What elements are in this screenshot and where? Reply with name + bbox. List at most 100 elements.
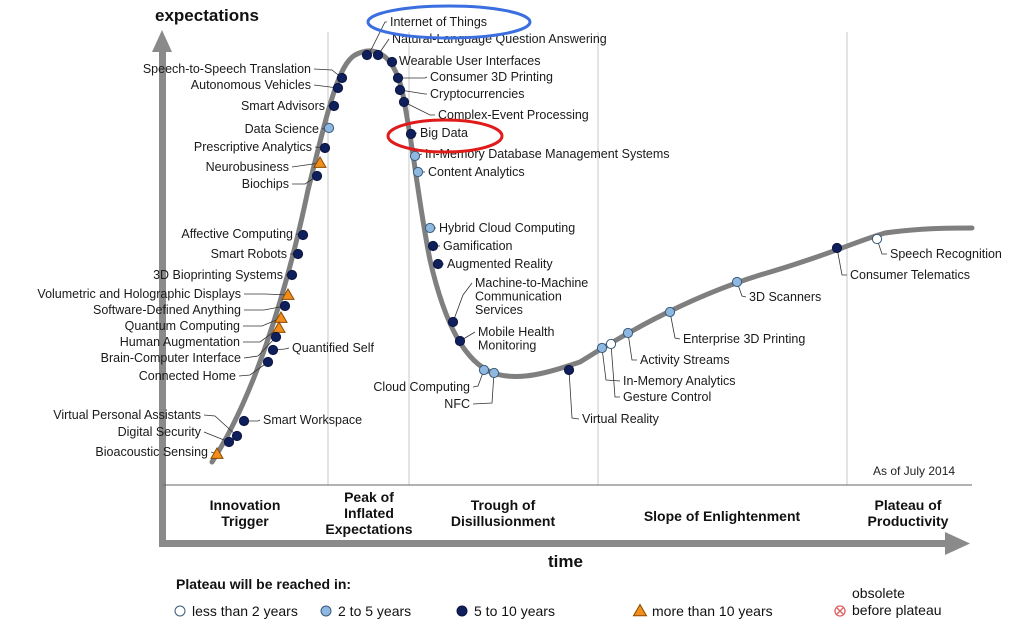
marker-2to5-icon [596, 342, 608, 354]
marker-5to10-icon [223, 436, 235, 448]
label-leader [669, 311, 681, 340]
technology-activity-streams: Activity Streams [622, 327, 730, 367]
legend-item-obsolete: obsolete before plateau [834, 585, 942, 618]
technology-connected-home: Connected Home [139, 356, 274, 383]
technology-label: Human Augmentation [120, 335, 240, 349]
technology-label: Content Analytics [428, 165, 525, 179]
label-leader [203, 414, 238, 437]
marker-2to5-icon [323, 122, 335, 134]
label-leader [291, 162, 321, 168]
marker-2to5-icon [409, 150, 421, 162]
marker-lt2-icon [605, 338, 617, 350]
legend-label: more than 10 years [652, 603, 773, 619]
marker-5to10-icon [267, 344, 279, 356]
technology-label: Mobile Health Monitoring [478, 325, 554, 353]
legend-obsolete-icon [834, 605, 846, 617]
technology-bioacoustic-sensing: Bioacoustic Sensing [95, 445, 224, 459]
hype-curve [209, 48, 975, 465]
marker-2to5-icon [412, 166, 424, 178]
label-leader [452, 282, 473, 323]
technology-machine-to-machine-communication-services: Machine-to-Machine Communication Services [447, 276, 588, 328]
marker-2to5-icon [488, 367, 500, 379]
marker-5to10-icon [454, 335, 466, 347]
technology-label: Wearable User Interfaces [399, 54, 541, 68]
technology-enterprise-3d-printing: Enterprise 3D Printing [664, 306, 805, 346]
legend: Plateau will be reached in: less than 2 y… [174, 576, 942, 619]
technology-label: Software-Defined Anything [93, 303, 241, 317]
legend-title: Plateau will be reached in: [176, 576, 351, 592]
technology-label: Cryptocurrencies [430, 87, 524, 101]
technology-cryptocurrencies: Cryptocurrencies [394, 84, 524, 101]
marker-5to10-icon [286, 269, 298, 281]
label-leader [244, 305, 286, 311]
technology-volumetric-and-holographic-displays: Volumetric and Holographic Displays [37, 287, 295, 301]
technology-label: Smart Advisors [241, 99, 325, 113]
marker-5to10-icon [394, 84, 406, 96]
technology-label: Natural-Language Question Answering [392, 32, 607, 46]
marker-5to10-icon [328, 100, 340, 112]
phase-label: Plateau of Productivity [868, 497, 949, 529]
technology-human-augmentation: Human Augmentation [120, 321, 286, 349]
marker-gt10-icon [281, 288, 295, 300]
technology-neurobusiness: Neurobusiness [206, 156, 327, 174]
technology-label: In-Memory Database Management Systems [425, 147, 670, 161]
technology-speech-recognition: Speech Recognition [871, 233, 1002, 261]
y-axis-label: expectations [155, 6, 259, 25]
technology-label: Hybrid Cloud Computing [439, 221, 575, 235]
legend-item-gt10: more than 10 years [632, 603, 773, 619]
marker-5to10-icon [270, 331, 282, 343]
marker-5to10-icon [292, 248, 304, 260]
marker-5to10-icon [231, 430, 243, 442]
legend-lt2-icon [174, 605, 186, 617]
technology-label: Enterprise 3D Printing [683, 332, 805, 346]
label-leader [601, 347, 621, 382]
technology-digital-security: Digital Security [118, 425, 235, 448]
legend-item-lt2: less than 2 years [174, 603, 298, 619]
marker-2to5-icon [622, 327, 634, 339]
technology-prescriptive-analytics: Prescriptive Analytics [194, 140, 331, 154]
technology-speech-to-speech-translation: Speech-to-Speech Translation [143, 62, 348, 84]
label-leader [243, 336, 277, 359]
technology-biochips: Biochips [242, 170, 323, 191]
technology-label: Augmented Reality [447, 257, 553, 271]
technology-data-science: Data Science [245, 122, 335, 136]
phase-label: Trough of Disillusionment [451, 497, 556, 529]
technology-label: Affective Computing [181, 227, 293, 241]
technology-affective-computing: Affective Computing [181, 227, 309, 241]
technology-label: NFC [444, 397, 470, 411]
legend-label: less than 2 years [192, 603, 298, 619]
technology-label: Digital Security [118, 425, 202, 439]
technology-content-analytics: Content Analytics [412, 165, 525, 179]
marker-2to5-icon [424, 222, 436, 234]
marker-5to10-icon [447, 316, 459, 328]
label-leader [398, 76, 428, 79]
technology-label: Quantified Self [292, 341, 375, 355]
technology-label: Volumetric and Holographic Displays [37, 287, 241, 301]
marker-5to10-icon [392, 72, 404, 84]
marker-5to10-icon [262, 356, 274, 368]
highlight-ellipses [366, 4, 532, 154]
technology-label: Quantum Computing [125, 319, 240, 333]
technology-label: Consumer 3D Printing [430, 70, 553, 84]
marker-5to10-icon [279, 300, 291, 312]
label-leader [403, 101, 435, 116]
technology-brain-computer-interface: Brain-Computer Interface [101, 331, 282, 365]
legend-item-2to5: 2 to 5 years [320, 603, 411, 619]
technology-label: Smart Workspace [263, 413, 362, 427]
technology-label: Connected Home [139, 369, 236, 383]
technology-big-data: Big Data [405, 126, 468, 140]
technology-nfc: NFC [444, 367, 500, 411]
legend-label: obsolete before plateau [852, 585, 942, 618]
technology-label: Virtual Reality [582, 412, 660, 426]
technology-label: Speech-to-Speech Translation [143, 62, 311, 76]
as-of-date: As of July 2014 [873, 464, 955, 478]
x-axis-label: time [548, 552, 583, 571]
technology-gesture-control: Gesture Control [605, 338, 711, 404]
marker-5to10-icon [319, 142, 331, 154]
technology-quantified-self: Quantified Self [267, 341, 375, 356]
label-leader [399, 89, 427, 95]
marker-5to10-icon [372, 49, 384, 61]
label-leader [472, 372, 495, 405]
technology-cloud-computing: Cloud Computing [373, 364, 490, 394]
label-leader [244, 293, 289, 296]
